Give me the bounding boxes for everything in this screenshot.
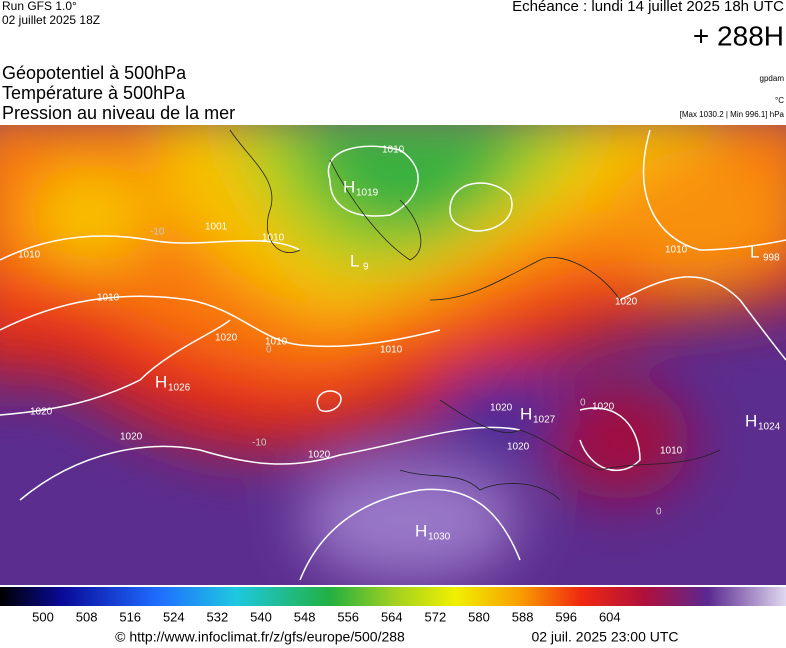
layer-title: Température à 500hPa (2, 83, 186, 103)
colorbar-label: 540 (250, 609, 272, 624)
colorbar-label: 556 (337, 609, 359, 624)
colorbar (0, 587, 786, 606)
colorbar-label: 604 (599, 609, 621, 624)
pressure-center: H (343, 177, 355, 196)
isobar-label: 1020 (215, 333, 238, 344)
isotherm-label: 0 (580, 398, 586, 409)
lead-time: + 288H (693, 20, 784, 51)
colorbar-label: 588 (512, 609, 534, 624)
colorbar-label: 516 (119, 609, 141, 624)
isobar-label: 1020 (30, 407, 53, 418)
isobar-label: 1010 (265, 337, 288, 348)
isobar-label: 1020 (490, 403, 513, 414)
isotherm-label: 0 (656, 507, 662, 518)
isobars (0, 129, 786, 581)
center-pressure: 1027 (533, 415, 556, 426)
isobar-label: 1020 (507, 442, 530, 453)
isobar-label: 1020 (120, 432, 143, 443)
pressure-center: H (155, 372, 167, 391)
isotherm-label: -10 (150, 227, 165, 238)
center-pressure: 998 (763, 253, 780, 264)
center-pressure: 1030 (428, 532, 451, 543)
isotherm-label: -10 (252, 438, 267, 449)
colorbar-label: 500 (32, 609, 54, 624)
colorbar-label: 524 (163, 609, 185, 624)
colorbar-label: 580 (468, 609, 490, 624)
colorbar-label: 508 (76, 609, 98, 624)
layer-title: Pression au niveau de la mer (2, 103, 235, 123)
unit: °C (775, 96, 784, 105)
center-pressure: 1019 (356, 188, 379, 199)
pressure-center: H (415, 521, 427, 540)
colorbar-label: 564 (381, 609, 403, 624)
isobar-label: 1010 (382, 145, 405, 156)
colorbar-label: 596 (555, 609, 577, 624)
pressure-center: L (750, 242, 759, 261)
isobar-label: 1010 (18, 250, 41, 261)
isotherm-label: 0 (266, 345, 272, 356)
colorbar-label: 532 (207, 609, 229, 624)
valid-time: Echéance : lundi 14 juillet 2025 18h UTC (512, 0, 784, 15)
pressure-center: L (350, 251, 359, 270)
center-pressure: 1024 (758, 422, 781, 433)
isobar-label: 1010 (665, 245, 688, 256)
map-field (0, 125, 786, 585)
center-pressure: 1026 (168, 383, 191, 394)
isobar-label: 1020 (615, 297, 638, 308)
run-date: 02 juillet 2025 18Z (2, 13, 100, 27)
pressure-center: H (520, 404, 532, 423)
layer-title: Géopotentiel à 500hPa (2, 63, 187, 83)
center-pressure: 9 (363, 262, 369, 273)
coastlines (229, 129, 721, 501)
colorbar-label: 572 (425, 609, 447, 624)
colorbar-label: 548 (294, 609, 316, 624)
footer-date: 02 juil. 2025 23:00 UTC (531, 629, 678, 645)
isobar-label: 1010 (380, 345, 403, 356)
pressure-center: H (745, 411, 757, 430)
unit: [Max 1030.2 | Min 996.1] hPa (680, 110, 785, 119)
isobar-label: 1020 (592, 402, 615, 413)
isobar-label: 1010 (262, 233, 285, 244)
unit: gpdam (760, 74, 785, 83)
isobar-label: 1010 (97, 293, 120, 304)
isobar-label: 1001 (205, 222, 228, 233)
isobar-label: 1010 (660, 446, 683, 457)
footer-url: © http://www.infoclimat.fr/z/gfs/europe/… (115, 629, 405, 645)
isobar-label: 1020 (308, 450, 331, 461)
run-label: Run GFS 1.0° (2, 0, 77, 13)
